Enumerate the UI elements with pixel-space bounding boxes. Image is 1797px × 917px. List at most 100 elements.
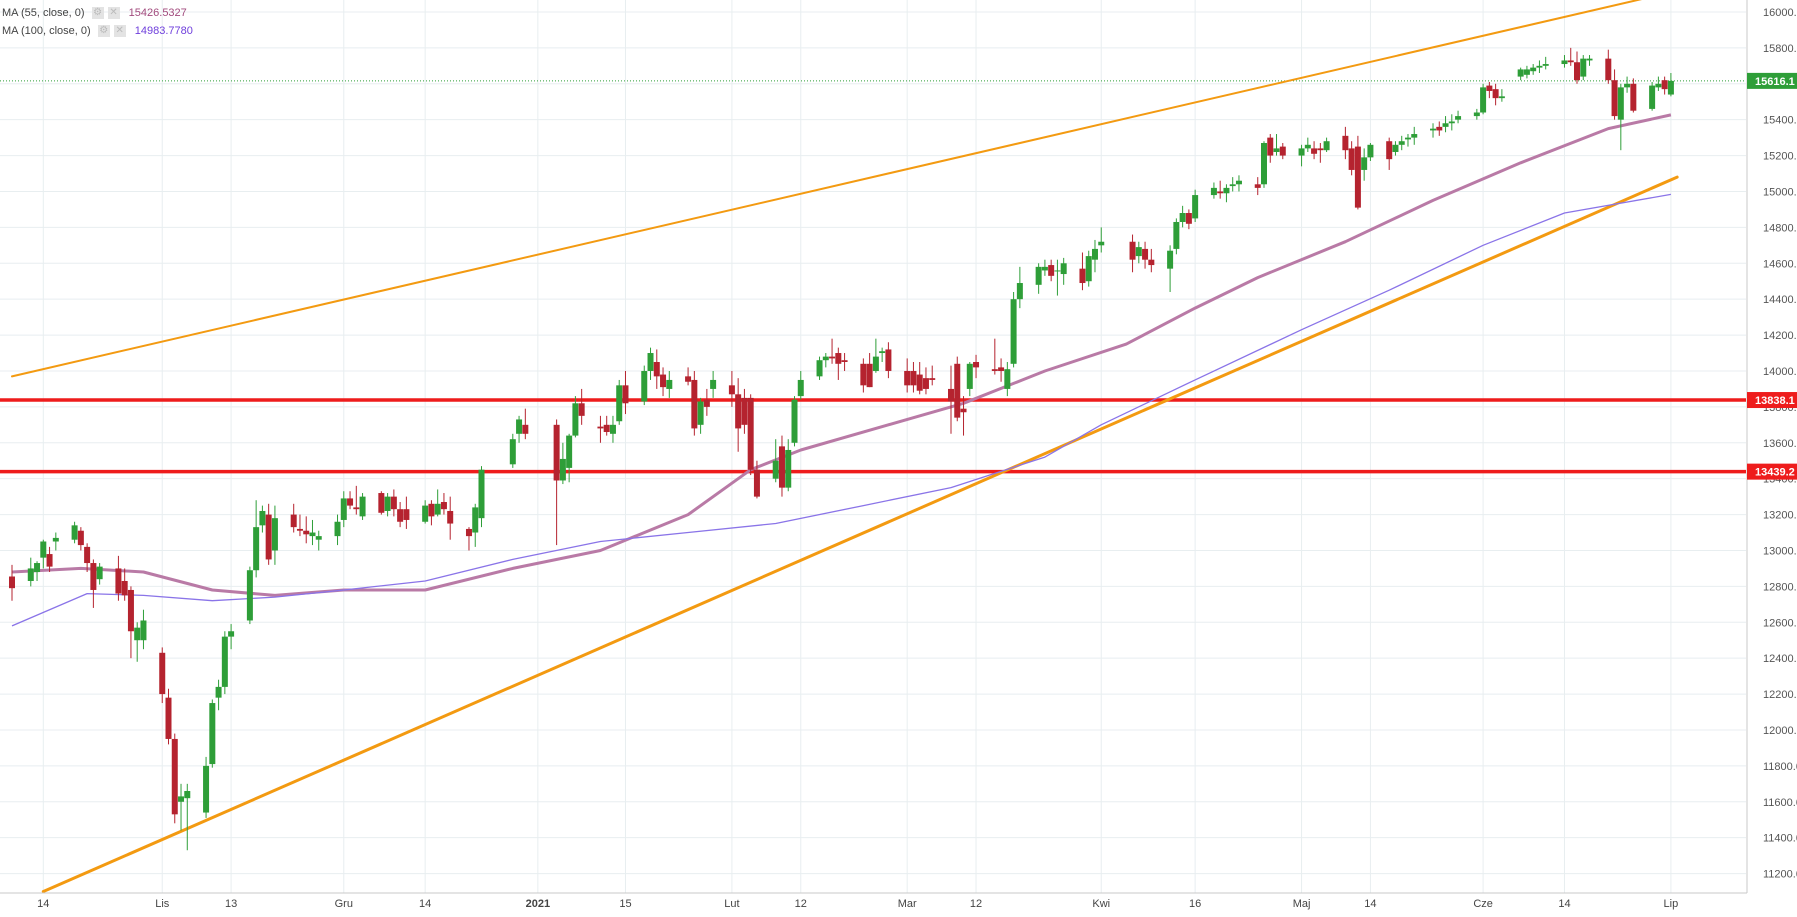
candle-body [1304, 144, 1311, 149]
candle [71, 521, 78, 544]
candle [741, 388, 748, 434]
close-icon[interactable]: ✕ [113, 25, 126, 38]
candle-body [290, 514, 297, 528]
candle [127, 586, 134, 659]
candle [1586, 55, 1593, 66]
candle-body [1261, 143, 1267, 185]
candle [472, 503, 479, 547]
candle [885, 342, 892, 379]
candle [829, 338, 836, 364]
candle-body [1442, 123, 1449, 127]
candle [1317, 143, 1324, 163]
candle [1567, 47, 1574, 66]
candle-body [603, 424, 610, 433]
candle [1267, 134, 1274, 163]
candle [271, 505, 278, 565]
candle [1142, 241, 1149, 269]
y-tick-label: 12200.0 [1763, 689, 1797, 701]
close-icon[interactable]: ✕ [107, 7, 120, 20]
candle-body [1367, 144, 1374, 158]
candle-body [384, 496, 391, 511]
candle [685, 367, 692, 386]
candle-body [434, 503, 441, 515]
candle-body [1649, 85, 1656, 109]
candle [566, 433, 573, 483]
candle [378, 491, 385, 515]
candle-body [171, 738, 178, 815]
candle-body [1542, 64, 1549, 66]
ma100-line [11, 193, 1672, 627]
candle-body [753, 469, 760, 497]
candle-body [785, 449, 792, 488]
candle-body [127, 589, 134, 632]
candle-body [1167, 250, 1174, 269]
legend-ma55[interactable]: MA (55, close, 0) ⚙ ✕ 15426.5327 [2, 4, 187, 22]
candle-body [71, 525, 78, 540]
y-tick-label: 11200.0 [1763, 869, 1797, 881]
candle-body [465, 528, 472, 537]
candle-body [1010, 299, 1017, 364]
candle [647, 347, 654, 380]
candle-body [522, 424, 529, 434]
candle [1542, 56, 1549, 70]
gear-icon[interactable]: ⚙ [91, 7, 104, 20]
candle [1536, 60, 1543, 74]
y-tick-label: 14600.0 [1763, 258, 1797, 270]
candle [1430, 123, 1437, 138]
gear-icon[interactable]: ⚙ [97, 25, 110, 38]
y-tick-label: 12800.0 [1763, 581, 1797, 593]
y-tick-label: 14000.0 [1763, 366, 1797, 378]
candle-body [1279, 146, 1286, 156]
y-tick-label: 15400.0 [1763, 115, 1797, 127]
x-tick-label: 14 [419, 898, 431, 910]
candle [622, 370, 629, 415]
candle [296, 514, 303, 537]
candle-body [1217, 191, 1224, 194]
candle [259, 505, 266, 533]
candle [1448, 114, 1455, 131]
candle [966, 362, 973, 397]
legend-ma100[interactable]: MA (100, close, 0) ⚙ ✕ 14983.7780 [2, 22, 193, 40]
candle [171, 733, 178, 824]
x-tick-label: 13 [225, 898, 237, 910]
candle-body [440, 502, 447, 510]
candle-body [597, 426, 604, 429]
candle-body [1054, 270, 1061, 272]
candle-body [509, 439, 516, 465]
candle [1173, 218, 1180, 255]
candle [1223, 184, 1230, 203]
candle [1655, 76, 1662, 91]
candle-body [816, 360, 823, 377]
candle-body [772, 460, 779, 479]
candle-body [609, 424, 616, 434]
candle [290, 503, 297, 533]
candle [447, 496, 454, 540]
candle-body [1398, 141, 1405, 145]
candle-body [1091, 248, 1098, 260]
candle-body [165, 697, 172, 739]
candle-body [390, 496, 397, 510]
candle [1442, 116, 1449, 133]
candle-body [1517, 69, 1524, 77]
candle-body [159, 652, 166, 695]
candle-body [653, 362, 660, 377]
candle-body [1323, 141, 1330, 151]
x-tick-label: 2021 [526, 898, 550, 910]
candle [184, 783, 191, 851]
candle [710, 370, 717, 398]
candle [1574, 51, 1580, 84]
x-tick-label: Cze [1473, 898, 1493, 910]
candle-body [916, 374, 923, 391]
candle-body [747, 397, 754, 470]
candle [559, 442, 566, 485]
candle-body [209, 703, 216, 765]
candle-body [516, 419, 523, 434]
horizontal-levels [0, 80, 1746, 474]
candle-body [403, 509, 410, 520]
y-tick-label: 12400.0 [1763, 653, 1797, 665]
candle [1304, 137, 1311, 152]
candle-body [96, 566, 103, 580]
candle-body [691, 379, 698, 429]
